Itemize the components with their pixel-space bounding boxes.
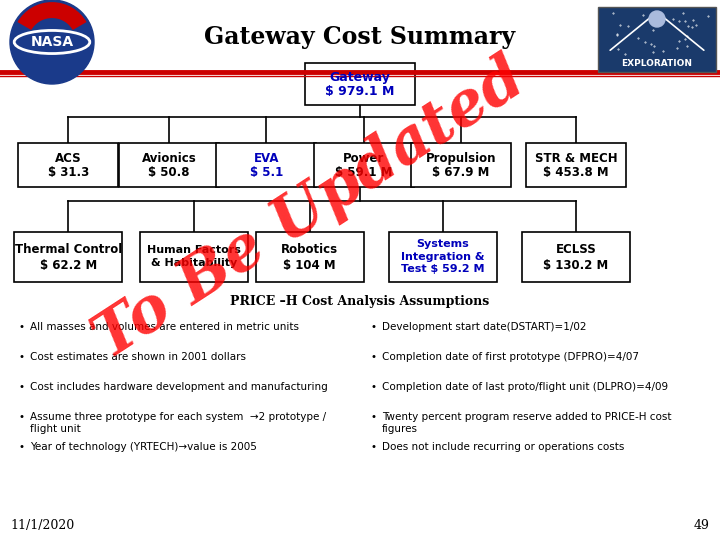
Text: Power: Power (343, 152, 384, 165)
Circle shape (649, 11, 665, 27)
Text: EVA: EVA (253, 152, 279, 165)
Text: •: • (18, 322, 24, 332)
Text: •: • (18, 352, 24, 362)
Bar (140, 232, 248, 281)
Text: NASA: NASA (30, 35, 73, 49)
Text: $ 130.2 M: $ 130.2 M (544, 259, 608, 272)
Bar (217, 143, 316, 187)
Text: Thermal Control: Thermal Control (15, 243, 122, 256)
Bar (522, 232, 630, 281)
Bar (526, 143, 626, 187)
Bar (389, 232, 497, 281)
Text: $ 31.3: $ 31.3 (48, 166, 89, 179)
Text: Does not include recurring or operations costs: Does not include recurring or operations… (382, 442, 624, 452)
Bar (19, 143, 118, 187)
Text: $ 50.8: $ 50.8 (148, 166, 190, 179)
Text: Robotics: Robotics (281, 243, 338, 256)
Text: Gateway Cost Summary: Gateway Cost Summary (204, 25, 516, 49)
Wedge shape (17, 2, 86, 30)
Text: Completion date of last proto/flight unit (DLPRO)=4/09: Completion date of last proto/flight uni… (382, 382, 668, 392)
Text: 11/1/2020: 11/1/2020 (10, 519, 74, 532)
Text: Assume three prototype for each system  →2 prototype /
flight unit: Assume three prototype for each system →… (30, 412, 326, 434)
Text: •: • (370, 382, 376, 392)
Text: Gateway: Gateway (330, 71, 390, 84)
Text: ECLSS: ECLSS (556, 243, 596, 256)
Text: •: • (370, 322, 376, 332)
Text: •: • (370, 352, 376, 362)
Text: •: • (18, 442, 24, 452)
Bar (411, 143, 510, 187)
Text: $ 5.1: $ 5.1 (250, 166, 283, 179)
Text: PRICE –H Cost Analysis Assumptions: PRICE –H Cost Analysis Assumptions (230, 295, 490, 308)
Text: Year of technology (YRTECH)→value is 2005: Year of technology (YRTECH)→value is 200… (30, 442, 257, 452)
Text: Development start date(DSTART)=1/02: Development start date(DSTART)=1/02 (382, 322, 587, 332)
Text: Avionics: Avionics (142, 152, 197, 165)
Text: $ 59.1 M: $ 59.1 M (335, 166, 392, 179)
Text: EXPLORATION: EXPLORATION (621, 59, 693, 69)
Text: $ 67.9 M: $ 67.9 M (432, 166, 490, 179)
Text: $ 62.2 M: $ 62.2 M (40, 259, 97, 272)
Bar (256, 232, 364, 281)
Text: Cost includes hardware development and manufacturing: Cost includes hardware development and m… (30, 382, 328, 392)
Text: To Be Updated: To Be Updated (84, 49, 536, 372)
Text: •: • (370, 442, 376, 452)
Text: Completion date of first prototype (DFPRO)=4/07: Completion date of first prototype (DFPR… (382, 352, 639, 362)
Text: Human Factors
& Habitability: Human Factors & Habitability (148, 245, 241, 268)
Text: ACS: ACS (55, 152, 81, 165)
Bar (120, 143, 219, 187)
Text: •: • (18, 412, 24, 422)
Text: Systems
Integration &
Test $ 59.2 M: Systems Integration & Test $ 59.2 M (401, 239, 485, 274)
Bar (598, 7, 716, 72)
Text: $ 979.1 M: $ 979.1 M (325, 85, 395, 98)
Text: STR & MECH: STR & MECH (535, 152, 617, 165)
Bar (14, 232, 122, 281)
Text: •: • (18, 382, 24, 392)
Text: Twenty percent program reserve added to PRICE-H cost
figures: Twenty percent program reserve added to … (382, 412, 672, 434)
Text: All masses and volumes are entered in metric units: All masses and volumes are entered in me… (30, 322, 299, 332)
Text: $ 104 M: $ 104 M (283, 259, 336, 272)
Bar (314, 143, 413, 187)
Text: $ 453.8 M: $ 453.8 M (543, 166, 609, 179)
Text: Propulsion: Propulsion (426, 152, 496, 165)
Text: •: • (370, 412, 376, 422)
Bar (305, 63, 415, 105)
Text: Cost estimates are shown in 2001 dollars: Cost estimates are shown in 2001 dollars (30, 352, 246, 362)
Circle shape (10, 0, 94, 84)
Text: 49: 49 (694, 519, 710, 532)
